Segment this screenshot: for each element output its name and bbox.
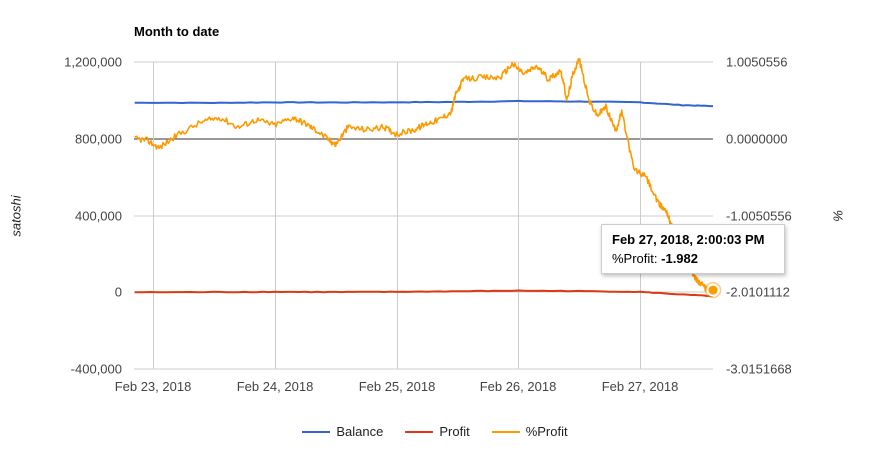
grid	[134, 61, 713, 370]
legend-label: Profit	[439, 424, 470, 439]
series-layer	[134, 58, 714, 298]
marker-layer	[704, 281, 722, 299]
tooltip: Feb 27, 2018, 2:00:03 PM %Profit: -1.982	[601, 224, 785, 274]
x-tick: Feb 24, 2018	[236, 379, 314, 394]
series-line-profit[interactable]	[134, 289, 714, 298]
y-tick-left: -400,000	[70, 361, 122, 377]
legend-item-pct-profit[interactable]: %Profit	[491, 424, 568, 439]
y-axis-left-label: satoshi	[8, 195, 24, 237]
legend-swatch	[405, 430, 434, 433]
tooltip-value: -1.982	[661, 251, 699, 266]
y-tick-right: -2.0101112	[726, 284, 790, 300]
y-tick-left: 0	[114, 284, 122, 300]
y-tick-left: 800,000	[75, 131, 122, 147]
legend-swatch	[302, 430, 331, 433]
legend-swatch	[491, 430, 520, 433]
highlight-point[interactable]	[706, 283, 720, 297]
series-line-pct-profit[interactable]	[134, 58, 714, 293]
series-line-balance[interactable]	[134, 99, 713, 108]
y-tick-left: 400,000	[75, 208, 122, 224]
legend-item-profit[interactable]: Profit	[405, 424, 470, 439]
legend-label: %Profit	[525, 424, 568, 439]
y-tick-right: 0.0000000	[726, 131, 788, 147]
chart-title: Month to date	[134, 24, 220, 39]
legend: Balance Profit %Profit	[0, 424, 870, 439]
legend-item-balance[interactable]: Balance	[302, 424, 383, 439]
tooltip-title: Feb 27, 2018, 2:00:03 PM	[612, 232, 765, 247]
x-tick: Feb 27, 2018	[601, 379, 679, 394]
tooltip-series-label: %Profit:	[612, 251, 658, 266]
y-tick-left: 1,200,000	[64, 54, 122, 70]
highlight-ring	[704, 281, 722, 299]
legend-label: Balance	[336, 424, 384, 439]
tooltip-body: %Profit: -1.982	[612, 251, 774, 266]
x-tick: Feb 26, 2018	[479, 379, 557, 394]
y-axis-right-label: %	[830, 210, 846, 222]
y-tick-right: 1.0050556	[726, 54, 788, 70]
x-tick: Feb 25, 2018	[358, 379, 436, 394]
y-tick-right: -1.0050556	[726, 208, 792, 224]
x-tick: Feb 23, 2018	[114, 379, 192, 394]
y-tick-right: -3.0151668	[726, 361, 792, 377]
